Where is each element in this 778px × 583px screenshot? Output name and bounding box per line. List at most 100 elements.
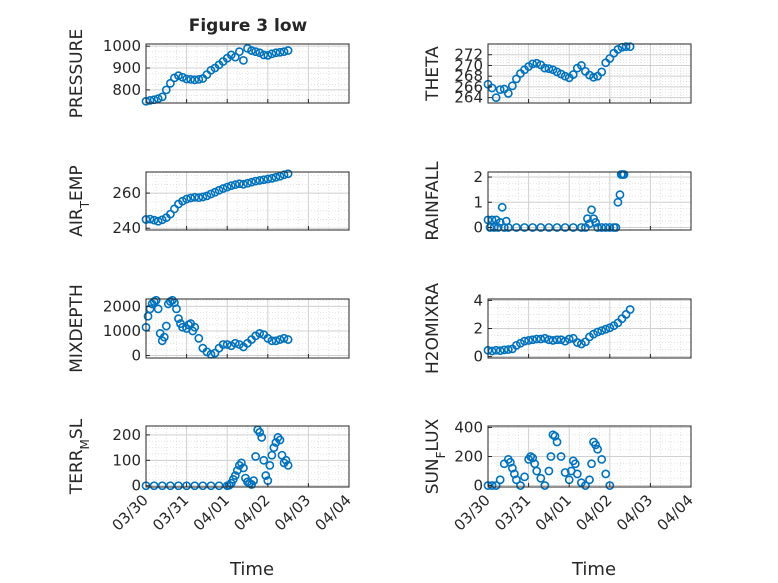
y-tick-label: 0 bbox=[131, 347, 141, 365]
data-point bbox=[540, 333, 550, 343]
data-point bbox=[174, 314, 183, 324]
data-point bbox=[222, 340, 232, 349]
data-point bbox=[206, 189, 216, 199]
data-point bbox=[491, 345, 501, 355]
data-point bbox=[507, 81, 517, 91]
data-point bbox=[485, 223, 495, 232]
data-point bbox=[495, 346, 505, 356]
data-point bbox=[591, 218, 600, 227]
data-point bbox=[546, 452, 556, 461]
x-tick-label: 04/03 bbox=[613, 491, 656, 534]
data-point bbox=[182, 194, 191, 204]
panel-mixdepth: 0 1000 2000 MIXDEPTH bbox=[67, 284, 350, 373]
data-point bbox=[536, 334, 546, 344]
y-axis-label: TERRMSL bbox=[67, 418, 92, 495]
y-axis-label: RAINFALL bbox=[423, 161, 443, 241]
y-axis-label: SUNFLUX bbox=[423, 418, 448, 494]
y-tick-label: 200 bbox=[112, 426, 141, 444]
data-point bbox=[161, 321, 171, 331]
data-point bbox=[605, 223, 615, 232]
data-point bbox=[198, 192, 208, 202]
data-point bbox=[576, 61, 586, 70]
data-point bbox=[165, 78, 175, 88]
panel-air-temp: 240 260 AIRTEMP bbox=[67, 165, 350, 237]
data-point bbox=[597, 67, 607, 77]
data-point bbox=[153, 94, 163, 104]
data-point bbox=[568, 70, 578, 79]
data-point bbox=[601, 324, 611, 334]
axes-box bbox=[145, 171, 350, 231]
data-point bbox=[593, 327, 603, 337]
data-point bbox=[214, 481, 224, 491]
data-point bbox=[279, 47, 289, 57]
data-point bbox=[611, 223, 621, 232]
data-point bbox=[237, 458, 246, 468]
data-point bbox=[544, 466, 554, 476]
y-tick-label: 200 bbox=[454, 448, 483, 466]
data-point bbox=[206, 481, 216, 491]
panel-h2omixra: 0 2 4 H2OMIXRA bbox=[423, 283, 692, 374]
data-point bbox=[249, 476, 258, 486]
x-tick-label: 04/02 bbox=[572, 491, 615, 534]
data-point bbox=[149, 215, 159, 225]
data-point bbox=[528, 335, 538, 345]
data-point bbox=[548, 336, 558, 345]
data-point bbox=[239, 55, 248, 65]
data-point bbox=[605, 54, 615, 63]
data-point bbox=[532, 58, 542, 68]
x-tick-label: 03/30 bbox=[451, 491, 494, 534]
data-point bbox=[255, 427, 265, 437]
data-point bbox=[190, 192, 200, 202]
y-tick-label: 1000 bbox=[103, 322, 141, 340]
data-point bbox=[493, 223, 503, 232]
x-tick-label: 03/30 bbox=[109, 491, 152, 534]
data-point bbox=[593, 223, 603, 232]
data-point bbox=[601, 469, 611, 479]
x-tick-label: 04/02 bbox=[230, 491, 273, 534]
data-point bbox=[218, 340, 228, 349]
data-point bbox=[495, 85, 505, 94]
data-point bbox=[230, 180, 240, 190]
axes-box bbox=[145, 425, 350, 488]
data-point bbox=[556, 452, 566, 461]
data-point bbox=[239, 463, 248, 473]
data-point bbox=[157, 92, 167, 102]
data-point bbox=[615, 190, 625, 200]
data-point bbox=[605, 481, 615, 490]
data-point bbox=[625, 42, 635, 52]
data-point bbox=[259, 175, 269, 185]
data-point bbox=[226, 181, 236, 191]
x-tick-label: 04/04 bbox=[312, 491, 355, 534]
data-point bbox=[271, 48, 281, 58]
data-point bbox=[564, 334, 574, 344]
x-tick-label: 04/04 bbox=[654, 491, 697, 534]
y-tick-label: 800 bbox=[112, 81, 141, 99]
y-axis-label: AIRTEMP bbox=[67, 165, 92, 236]
data-point bbox=[279, 333, 289, 343]
data-point bbox=[259, 50, 269, 60]
data-point bbox=[560, 468, 570, 477]
data-point bbox=[263, 174, 273, 184]
y-tick-label: 0 bbox=[473, 348, 483, 366]
y-tick-label: 900 bbox=[112, 59, 141, 77]
data-point bbox=[581, 481, 590, 490]
data-point bbox=[243, 178, 252, 188]
data-point bbox=[224, 480, 234, 490]
data-point bbox=[251, 47, 261, 57]
data-point bbox=[503, 345, 513, 354]
data-point bbox=[548, 430, 558, 440]
data-point bbox=[283, 169, 293, 179]
data-point bbox=[234, 47, 244, 57]
data-point bbox=[544, 335, 554, 345]
data-point bbox=[151, 295, 161, 305]
data-point bbox=[536, 473, 546, 483]
data-point bbox=[583, 214, 592, 224]
x-tick-label: 04/01 bbox=[532, 491, 575, 534]
data-point bbox=[524, 336, 533, 345]
x-axis-label-right: Time bbox=[571, 559, 616, 580]
panel-pressure: 800 900 1000 PRESSURE bbox=[67, 29, 350, 118]
data-point bbox=[259, 455, 269, 465]
data-point bbox=[570, 459, 580, 469]
data-point bbox=[560, 71, 570, 81]
data-point bbox=[275, 435, 285, 445]
